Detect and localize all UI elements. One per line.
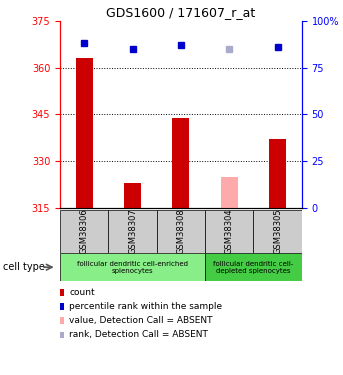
Bar — [205, 210, 253, 253]
Bar — [173, 117, 189, 208]
Bar — [124, 183, 141, 208]
Text: GSM38305: GSM38305 — [273, 209, 282, 254]
Text: follicular dendritic cell-enriched
splenocytes: follicular dendritic cell-enriched splen… — [77, 261, 188, 274]
Bar — [269, 140, 286, 208]
Bar — [76, 58, 93, 208]
Bar — [205, 253, 302, 281]
Text: rank, Detection Call = ABSENT: rank, Detection Call = ABSENT — [70, 330, 208, 339]
Bar — [253, 210, 302, 253]
Bar — [60, 210, 108, 253]
Bar — [157, 210, 205, 253]
Text: GSM38304: GSM38304 — [225, 209, 234, 254]
Text: value, Detection Call = ABSENT: value, Detection Call = ABSENT — [70, 316, 213, 325]
Text: cell type: cell type — [3, 262, 45, 272]
Title: GDS1600 / 171607_r_at: GDS1600 / 171607_r_at — [106, 6, 256, 20]
Bar — [108, 210, 157, 253]
Text: GSM38308: GSM38308 — [176, 209, 186, 254]
Text: GSM38307: GSM38307 — [128, 209, 137, 254]
Text: GSM38306: GSM38306 — [80, 209, 89, 254]
Text: follicular dendritic cell-
depleted splenocytes: follicular dendritic cell- depleted sple… — [213, 261, 294, 274]
Text: percentile rank within the sample: percentile rank within the sample — [70, 302, 223, 311]
Text: count: count — [70, 288, 95, 297]
Bar — [221, 177, 238, 208]
Bar — [60, 253, 205, 281]
